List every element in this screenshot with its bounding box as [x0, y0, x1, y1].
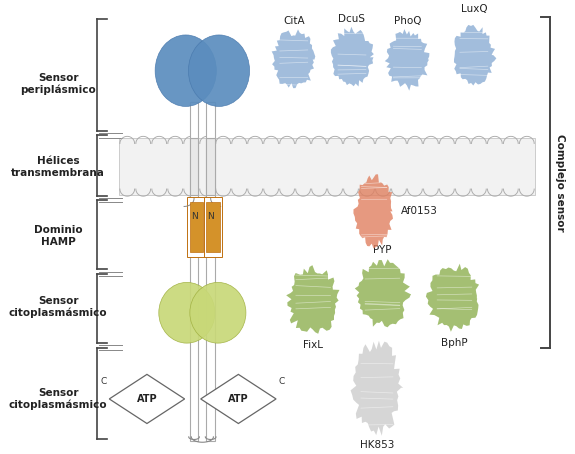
Text: C: C — [101, 377, 107, 386]
Text: BphP: BphP — [441, 338, 468, 348]
Text: HK853: HK853 — [360, 440, 394, 450]
Text: CitA: CitA — [283, 16, 305, 26]
Bar — [190, 138, 198, 441]
Polygon shape — [331, 27, 374, 87]
Bar — [206, 138, 215, 441]
Ellipse shape — [159, 282, 215, 343]
Ellipse shape — [189, 35, 250, 106]
Bar — [206, 138, 215, 195]
Polygon shape — [201, 375, 276, 424]
Bar — [204, 197, 222, 257]
Bar — [187, 197, 205, 257]
Polygon shape — [454, 25, 496, 85]
Polygon shape — [271, 30, 315, 88]
Ellipse shape — [155, 35, 216, 106]
Text: ATP: ATP — [137, 394, 158, 404]
Bar — [206, 202, 220, 252]
Ellipse shape — [190, 282, 246, 343]
Text: Sensor
periplásmico: Sensor periplásmico — [21, 73, 96, 95]
Polygon shape — [385, 29, 430, 91]
Polygon shape — [286, 265, 339, 334]
Bar — [190, 102, 198, 138]
Polygon shape — [426, 264, 479, 332]
Text: Dominio
HAMP: Dominio HAMP — [34, 225, 83, 247]
Bar — [190, 202, 203, 252]
Text: C: C — [278, 377, 285, 386]
Polygon shape — [354, 174, 393, 248]
Polygon shape — [351, 340, 403, 436]
Text: DcuS: DcuS — [339, 14, 366, 24]
Bar — [190, 138, 198, 195]
Text: Af0153: Af0153 — [401, 207, 438, 217]
Text: Sensor
citoplasmásmico: Sensor citoplasmásmico — [9, 388, 108, 410]
Bar — [206, 102, 215, 138]
Text: Hélices
transmembrana: Hélices transmembrana — [12, 156, 105, 178]
Polygon shape — [355, 259, 411, 327]
Text: LuxQ: LuxQ — [461, 4, 487, 14]
Text: ATP: ATP — [228, 394, 249, 404]
Text: Sensor
citoplasmásmico: Sensor citoplasmásmico — [9, 296, 108, 319]
Text: PhoQ: PhoQ — [394, 16, 421, 26]
Text: PYP: PYP — [373, 245, 392, 255]
Text: Complejo sensor: Complejo sensor — [555, 133, 565, 231]
Text: N: N — [208, 212, 214, 221]
Text: N: N — [191, 212, 197, 221]
Bar — [119, 138, 535, 195]
Text: FixL: FixL — [303, 340, 323, 350]
Polygon shape — [109, 375, 185, 424]
